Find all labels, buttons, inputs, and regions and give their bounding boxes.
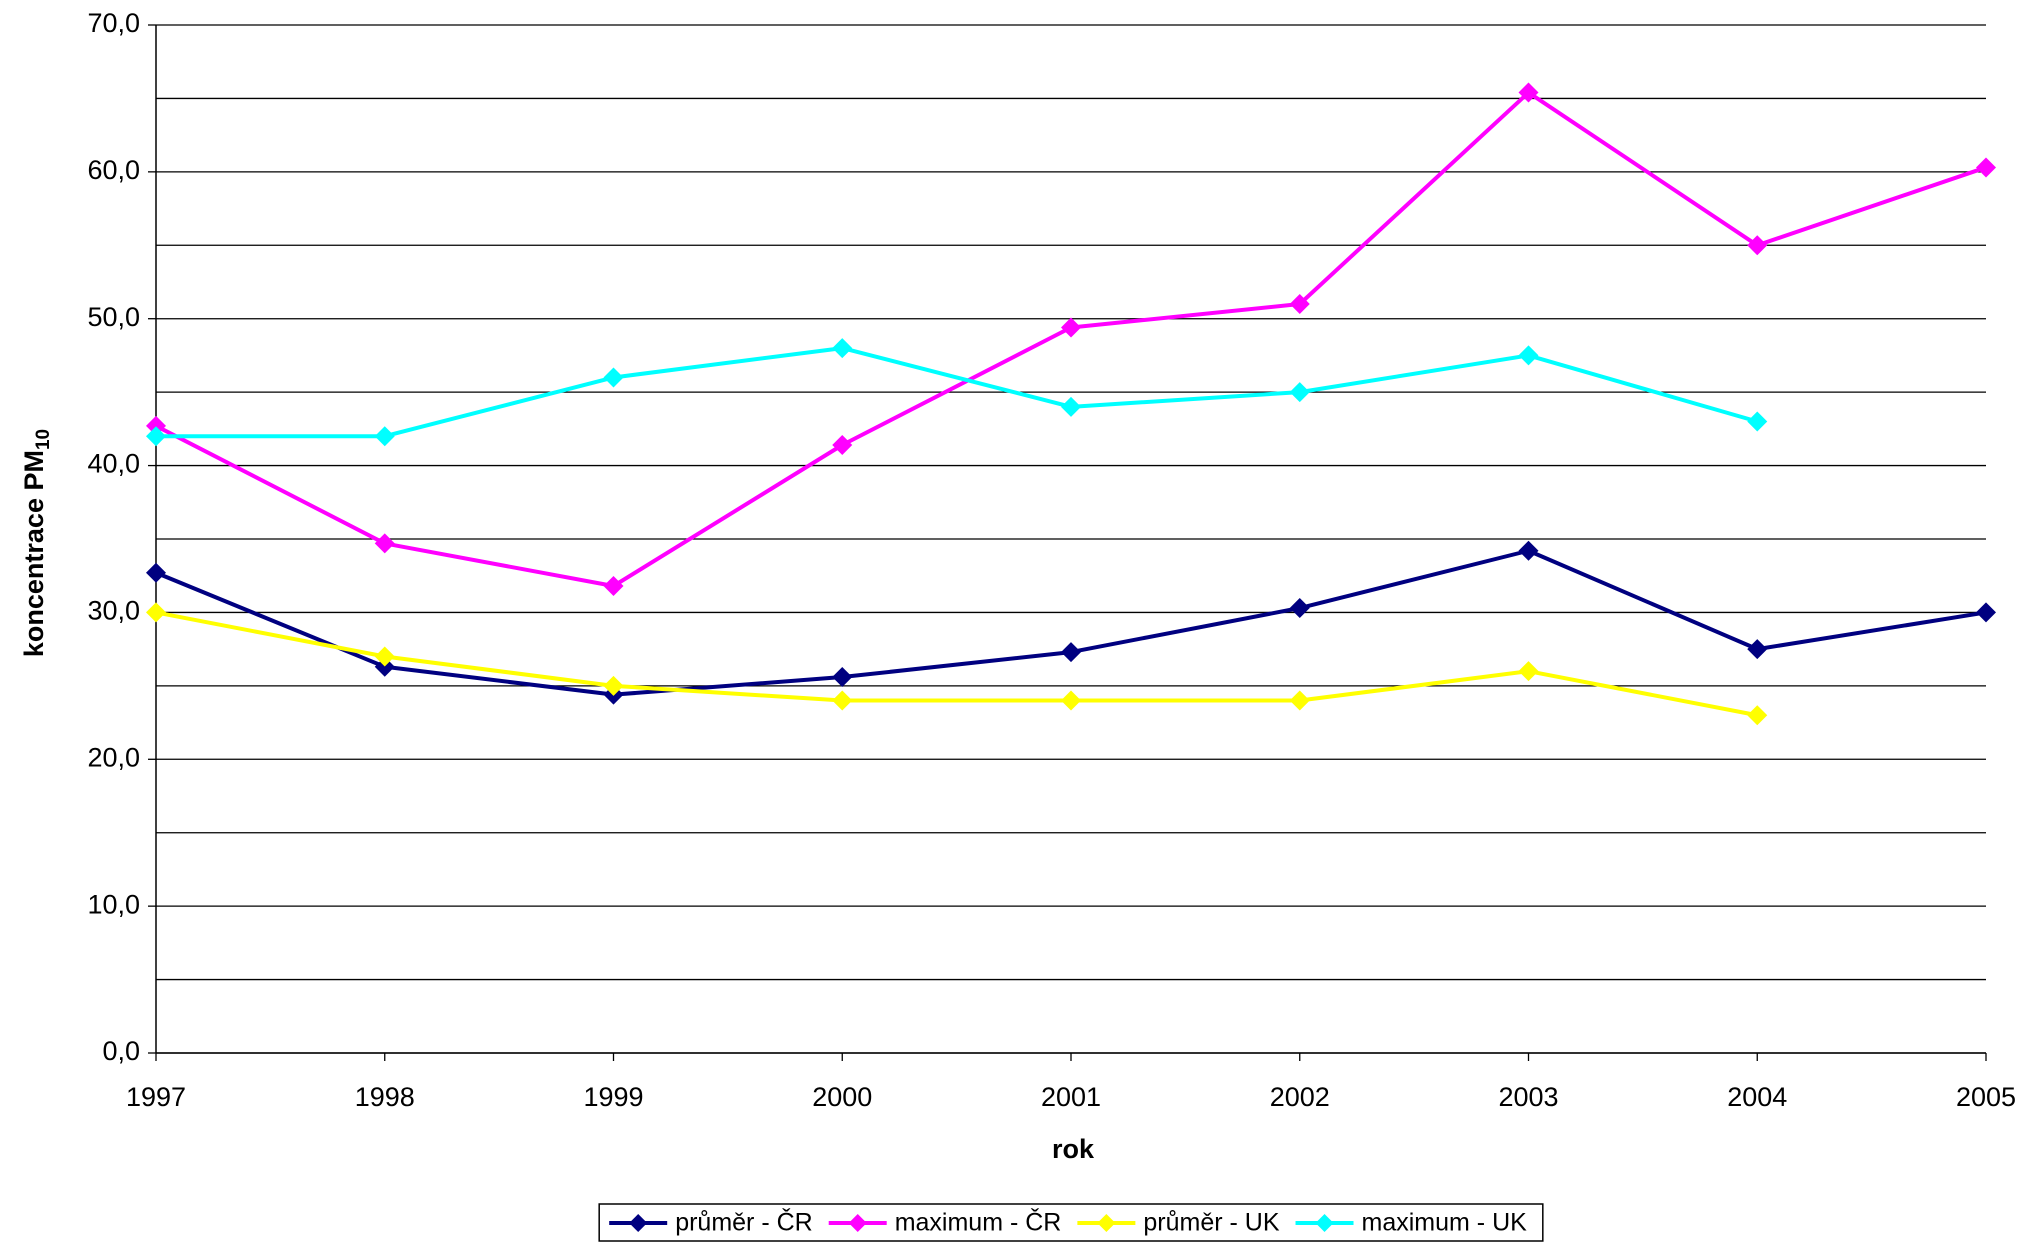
legend-label: průměr - ČR [675,1208,813,1237]
data-point [1747,705,1768,726]
x-tick-label: 2000 [812,1082,872,1112]
data-point [1289,382,1310,403]
data-point [1976,157,1996,178]
data-point [1289,294,1310,315]
data-point [1518,82,1539,103]
y-axis-label-subscript: 10 [33,429,54,450]
x-tick-label: 2001 [1041,1082,1101,1112]
data-point [374,533,395,554]
data-point [1747,235,1768,256]
data-point [1061,317,1081,338]
data-point [832,667,853,688]
y-tick-label: 30,0 [87,596,140,626]
data-point [146,562,166,583]
data-point [1747,411,1768,432]
x-tick-label: 1997 [126,1082,186,1112]
x-tick-label: 2003 [1498,1082,1558,1112]
x-tick-label: 1998 [355,1082,415,1112]
data-point [1518,540,1539,561]
x-axis-label: rok [1052,1134,1095,1164]
y-tick-label: 20,0 [87,742,140,772]
data-point [374,646,395,667]
legend-marker [848,1214,867,1232]
data-point [1976,602,1996,623]
data-point [146,602,166,623]
data-point [603,367,624,388]
data-point [1289,598,1310,619]
legend: průměr - ČR maximum - ČR průměr - UK maximu… [598,1203,1544,1242]
x-tick-label: 2005 [1956,1082,2016,1112]
data-point [1518,345,1539,366]
x-tick-label: 2004 [1727,1082,1787,1112]
data-point [1747,639,1768,660]
data-point [1061,396,1081,417]
legend-marker [1315,1214,1334,1232]
legend-marker [629,1214,648,1232]
y-tick-label: 40,0 [87,449,140,479]
data-point [832,338,853,359]
data-point [832,690,853,711]
data-point [832,435,853,456]
data-point [603,575,624,596]
data-point [1061,642,1081,663]
y-axis-label-text: koncentrace PM [19,450,49,657]
legend-marker [1097,1214,1116,1232]
data-point [374,426,395,447]
data-point [1061,690,1081,711]
legend-label: průměr - UK [1143,1209,1279,1237]
series-line [155,610,1758,718]
legend-label: maximum - UK [1362,1209,1528,1237]
y-tick-label: 70,0 [87,8,140,38]
x-tick-label: 1999 [583,1082,643,1112]
data-point [1518,661,1539,682]
x-tick-label: 2002 [1270,1082,1330,1112]
data-point [1289,690,1310,711]
series-line [155,90,1987,588]
data-point [146,415,166,436]
y-tick-label: 10,0 [87,889,140,919]
data-point [374,656,395,677]
y-tick-label: 0,0 [102,1036,140,1066]
legend-label: maximum - ČR [895,1208,1062,1237]
data-point [146,426,166,447]
series-line [156,346,1758,439]
legend-box [598,1203,1544,1242]
y-tick-label: 60,0 [87,155,140,185]
data-point [603,675,624,696]
series-line [155,548,1987,697]
y-tick-label: 50,0 [87,302,140,332]
y-axis-label: koncentrace PM10 [19,429,54,657]
